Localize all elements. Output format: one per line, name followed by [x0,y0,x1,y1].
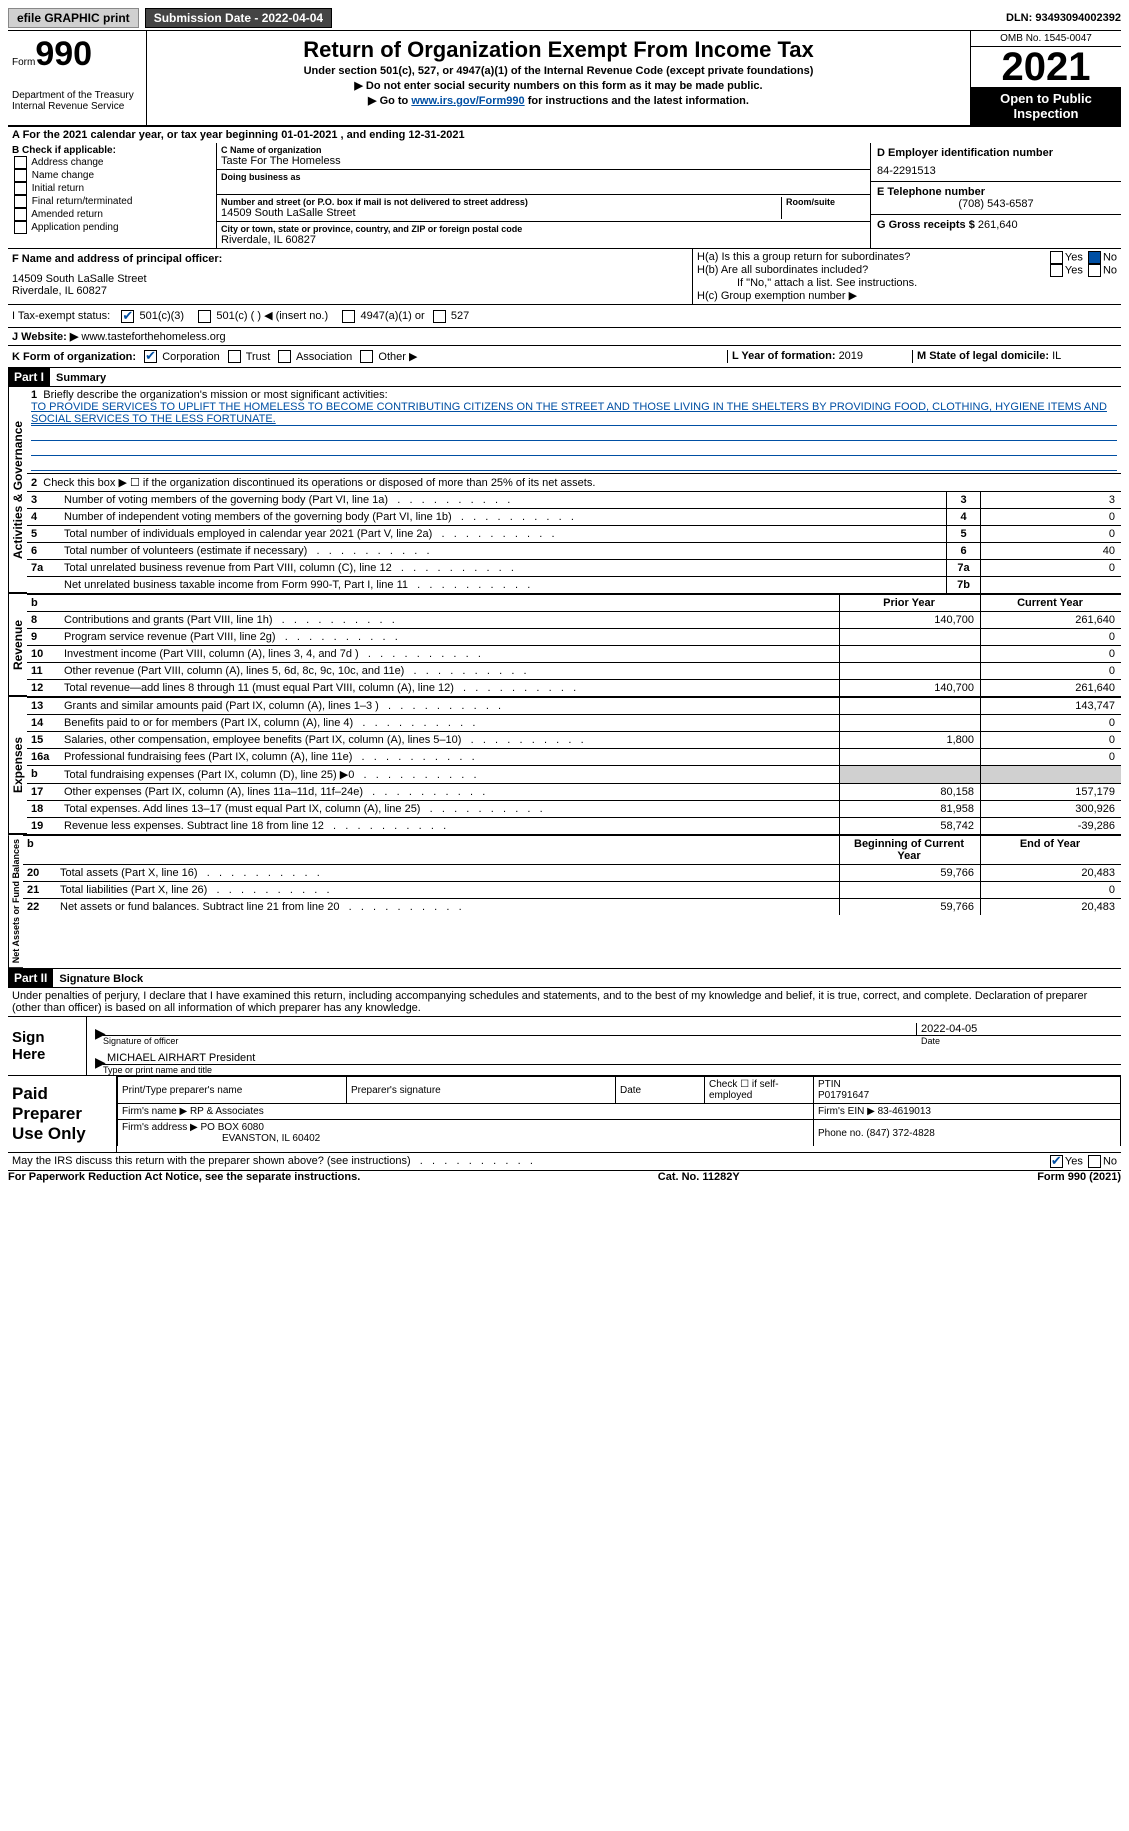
firm-addr1: PO BOX 6080 [201,1122,264,1133]
activities-table: 3Number of voting members of the governi… [27,491,1121,593]
officer-addr2: Riverdale, IL 60827 [12,285,688,297]
dln: DLN: 93493094002392 [1006,12,1121,24]
net-assets-section: Net Assets or Fund Balances bBeginning o… [8,835,1121,969]
discuss-yes[interactable] [1050,1155,1063,1168]
chk-application-pending: Application pending [12,221,212,234]
open-inspection: Open to Public Inspection [971,87,1121,125]
top-bar: efile GRAPHIC print Submission Date - 20… [8,8,1121,31]
revenue-section: Revenue bPrior YearCurrent Year8Contribu… [8,594,1121,697]
officer-group-row: F Name and address of principal officer:… [8,249,1121,305]
net-table: bBeginning of Current YearEnd of Year20T… [23,835,1121,915]
chk-final-return-terminated: Final return/terminated [12,195,212,208]
form-prefix: Form [12,57,35,68]
ein: 84-2291513 [877,165,1115,177]
page-footer: For Paperwork Reduction Act Notice, see … [8,1170,1121,1183]
ptin: P01791647 [818,1090,869,1101]
chk-trust[interactable] [228,350,241,363]
hb-no[interactable] [1088,264,1101,277]
hb-yes[interactable] [1050,264,1063,277]
vert-governance: Activities & Governance [8,387,27,593]
irs-label: Internal Revenue Service [12,101,142,112]
firm-name: RP & Associates [190,1106,264,1117]
phone: (708) 543-6587 [877,198,1115,210]
subtitle-2: ▶ Do not enter social security numbers o… [155,79,962,92]
revenue-table: bPrior YearCurrent Year8Contributions an… [27,594,1121,696]
subtitle-3: ▶ Go to www.irs.gov/Form990 for instruct… [155,94,962,107]
section-c: C Name of organization Taste For The Hom… [217,143,870,248]
firm-ein: 83-4619013 [878,1106,931,1117]
sign-here-block: Sign Here ▶ 2022-04-05 Signature of offi… [8,1017,1121,1076]
chk-initial-return: Initial return [12,182,212,195]
ha-yes[interactable] [1050,251,1063,264]
street-address: 14509 South LaSalle Street [221,207,781,219]
year-formation: 2019 [839,350,863,362]
chk-corp[interactable] [144,350,157,363]
expenses-table: 13Grants and similar amounts paid (Part … [27,697,1121,834]
subtitle-1: Under section 501(c), 527, or 4947(a)(1)… [155,65,962,77]
instructions-link[interactable]: www.irs.gov/Form990 [411,95,524,107]
mission-text: TO PROVIDE SERVICES TO UPLIFT THE HOMELE… [31,401,1117,426]
efile-badge: efile GRAPHIC print [8,8,139,28]
submission-date: Submission Date - 2022-04-04 [145,8,332,28]
dept-treasury: Department of the Treasury [12,90,142,101]
form-title: Return of Organization Exempt From Incom… [155,37,962,63]
discuss-row: May the IRS discuss this return with the… [8,1152,1121,1170]
chk-527[interactable] [433,310,446,323]
section-b: B Check if applicable: Address change Na… [8,143,217,248]
chk-amended-return: Amended return [12,208,212,221]
part1-header: Part ISummary [8,368,1121,387]
chk-501c3[interactable] [121,310,134,323]
vert-revenue: Revenue [8,594,27,696]
org-name: Taste For The Homeless [221,155,866,167]
city-state-zip: Riverdale, IL 60827 [221,234,866,246]
section-d: D Employer identification number 84-2291… [870,143,1121,248]
paid-preparer-block: Paid Preparer Use Only Print/Type prepar… [8,1076,1121,1152]
part2-header: Part IISignature Block [8,969,1121,988]
form-number: 990 [35,35,92,73]
tax-year: 2021 [971,47,1121,87]
chk-assoc[interactable] [278,350,291,363]
tax-exempt-row: I Tax-exempt status: 501(c)(3) 501(c) ( … [8,305,1121,328]
org-info-row: B Check if applicable: Address change Na… [8,143,1121,249]
ha-no[interactable] [1088,251,1101,264]
perjury-declaration: Under penalties of perjury, I declare th… [8,988,1121,1017]
vert-net: Net Assets or Fund Balances [8,835,23,968]
vert-expenses: Expenses [8,697,27,834]
chk-501c[interactable] [198,310,211,323]
chk-4947[interactable] [342,310,355,323]
chk-other[interactable] [360,350,373,363]
sig-date: 2022-04-05 [916,1023,1121,1035]
officer-name: MICHAEL AIRHART President [103,1052,255,1064]
website-row: J Website: ▶ www.tasteforthehomeless.org [8,328,1121,346]
firm-addr2: EVANSTON, IL 60402 [122,1133,320,1144]
chk-address-change: Address change [12,156,212,169]
website-url: www.tasteforthehomeless.org [78,331,225,343]
expenses-section: Expenses 13Grants and similar amounts pa… [8,697,1121,835]
activities-section: Activities & Governance 1 Briefly descri… [8,387,1121,594]
officer-addr1: 14509 South LaSalle Street [12,273,688,285]
chk-name-change: Name change [12,169,212,182]
form-header: Form990 Department of the Treasury Inter… [8,31,1121,127]
state-domicile: IL [1052,350,1061,362]
discuss-no[interactable] [1088,1155,1101,1168]
gross-receipts: 261,640 [978,219,1018,231]
k-l-m-row: K Form of organization: Corporation Trus… [8,346,1121,369]
firm-phone: (847) 372-4828 [866,1128,934,1139]
tax-period: A For the 2021 calendar year, or tax yea… [8,127,1121,143]
